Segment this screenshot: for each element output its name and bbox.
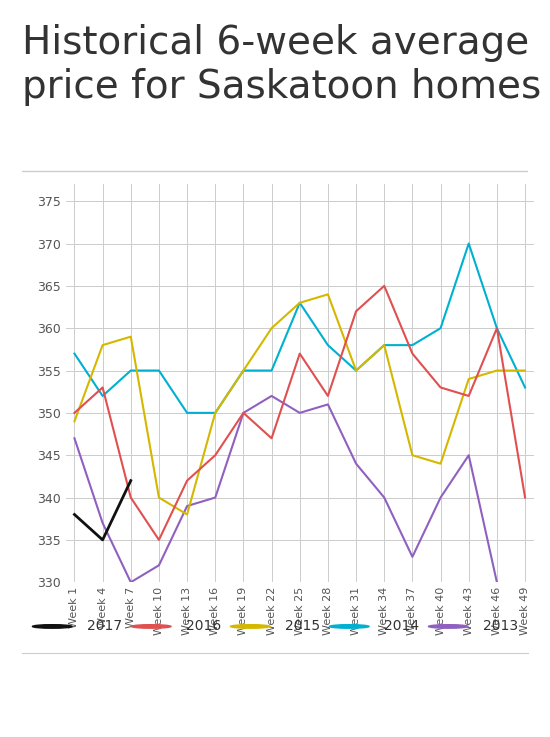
Text: 2016: 2016: [186, 620, 221, 633]
Text: Historical 6-week average
price for Saskatoon homes: Historical 6-week average price for Sask…: [22, 24, 541, 106]
Text: 2015: 2015: [285, 620, 320, 633]
Circle shape: [428, 625, 468, 628]
Circle shape: [131, 625, 171, 628]
Text: 2013: 2013: [483, 620, 518, 633]
Circle shape: [329, 625, 369, 628]
Text: 2017: 2017: [87, 620, 122, 633]
Circle shape: [230, 625, 270, 628]
Circle shape: [32, 625, 72, 628]
Text: 2014: 2014: [384, 620, 419, 633]
